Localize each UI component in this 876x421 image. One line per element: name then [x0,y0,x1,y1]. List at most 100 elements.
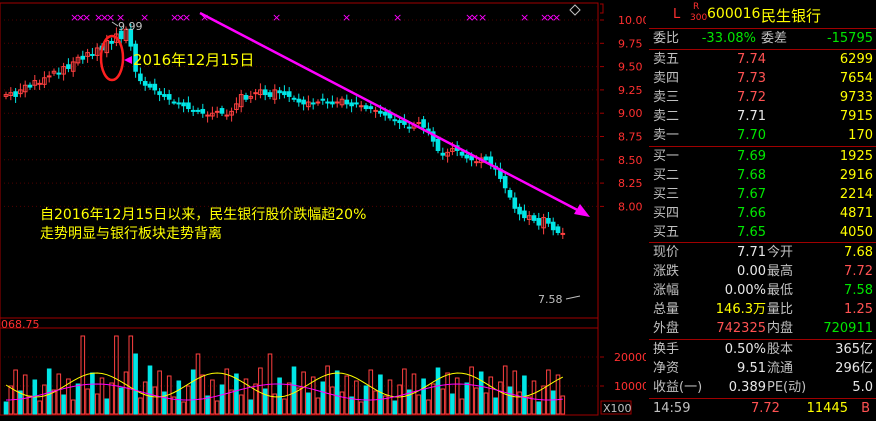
candle-body [210,112,215,117]
fund-row: 换手 0.50% 股本 365亿 [653,342,873,357]
candle-body [253,92,258,95]
event-marker[interactable]: × [342,11,351,24]
volume-bar [94,393,100,415]
candle-body [70,61,76,72]
event-marker[interactable]: × [546,11,555,24]
candle-body [474,161,479,164]
high-marker-line [111,21,119,27]
event-marker[interactable]: × [82,11,91,24]
event-marker[interactable]: × [106,11,115,24]
event-marker[interactable]: × [465,11,474,24]
candle-body [555,226,561,233]
volume-bar [344,375,350,415]
price-tick: 8.25 [618,177,643,190]
event-marker[interactable]: × [272,11,281,24]
price-tick: 8.50 [618,154,643,167]
candle-body [306,101,311,108]
candle-body [157,91,162,96]
bid-row: 买二 7.68 2916 [653,168,873,183]
price-tick: 9.25 [618,84,643,97]
stat-row: 外盘 742325 内盘 720911 [653,321,873,336]
price-tick: 9.00 [618,107,643,120]
volume-bar [315,397,321,415]
volume-bar [234,373,239,415]
event-marker[interactable]: × [470,11,479,24]
candle-body [166,94,172,100]
volume-bar [426,399,431,415]
volume-bar [214,400,220,415]
note-line-2: 走势明显与银行板块走势背离 [40,225,222,242]
volume-bar [354,380,359,415]
volume-bar [536,401,542,415]
event-marker[interactable]: × [94,11,103,24]
ask-row: 卖三 7.72 9733 [653,90,873,105]
volume-bar [277,377,282,415]
volume-bar [435,367,441,415]
volume-bar [531,380,537,415]
candle-body [272,89,278,100]
event-marker[interactable]: × [170,11,179,24]
volume-bar [421,378,426,415]
candle-body [118,30,124,40]
event-marker[interactable]: × [552,11,561,24]
event-marker[interactable]: × [116,11,125,24]
candle-body [133,43,138,72]
candle-body [13,91,18,97]
volume-bar [526,396,532,415]
event-marker[interactable]: × [140,11,149,24]
volume-bar [219,384,225,415]
volume-bar [13,369,18,415]
ask-row: 卖二 7.71 7915 [653,109,873,124]
volume-bar [310,376,316,415]
event-marker[interactable]: × [100,11,109,24]
candle-body [109,40,114,44]
candle-body [291,97,297,100]
chart-grid [0,2,599,416]
candle-body [310,102,316,105]
event-marker[interactable]: × [520,11,529,24]
volume-bar [392,400,398,415]
candle-body [397,120,402,124]
volume-bar [205,395,210,415]
volume-bar [118,387,124,415]
volume-bar [114,335,119,415]
volume-bar [243,378,249,415]
stat-row: 涨幅 0.00% 最低 7.58 [653,283,873,298]
volume-bar [378,374,383,415]
volume-bar [325,365,330,415]
volume-bar [99,377,105,415]
event-marker[interactable]: × [76,11,85,24]
candle-body [507,190,513,198]
candle-body [243,94,249,100]
candle-body [536,218,542,226]
event-marker[interactable]: × [393,11,402,24]
event-marker[interactable]: × [540,11,549,24]
candle-body [51,70,57,74]
event-marker[interactable]: × [70,11,79,24]
candle-body [450,148,455,152]
candle-body [334,101,340,104]
volume-bar [253,383,258,415]
candle-body [205,114,210,117]
candlestick-chart[interactable]: ××× ××× × × ××× × × × × ××× × ××× 2016年12月15日 9.99 … [0,0,600,421]
volume-bar [397,384,402,415]
event-marker[interactable]: × [182,11,191,24]
diamond-icon[interactable] [569,4,581,16]
axis-toggle-box[interactable] [600,3,604,14]
candle-body [296,98,302,103]
candle-body [85,52,90,57]
event-marker[interactable]: × [478,11,487,24]
candle-body [152,83,158,91]
volume-bar [498,381,503,415]
event-marker[interactable]: × [176,11,185,24]
flag-r: R [693,2,700,12]
volume-bar [517,391,522,415]
volume-bar [349,396,354,415]
volume-bar [27,395,33,415]
candle-body [123,28,129,42]
candle-body [277,90,282,94]
event-marker[interactable]: × [200,11,209,24]
volume-bar [3,401,9,415]
volume-bar [474,387,479,415]
ask-row: 卖四 7.73 7654 [653,71,873,86]
